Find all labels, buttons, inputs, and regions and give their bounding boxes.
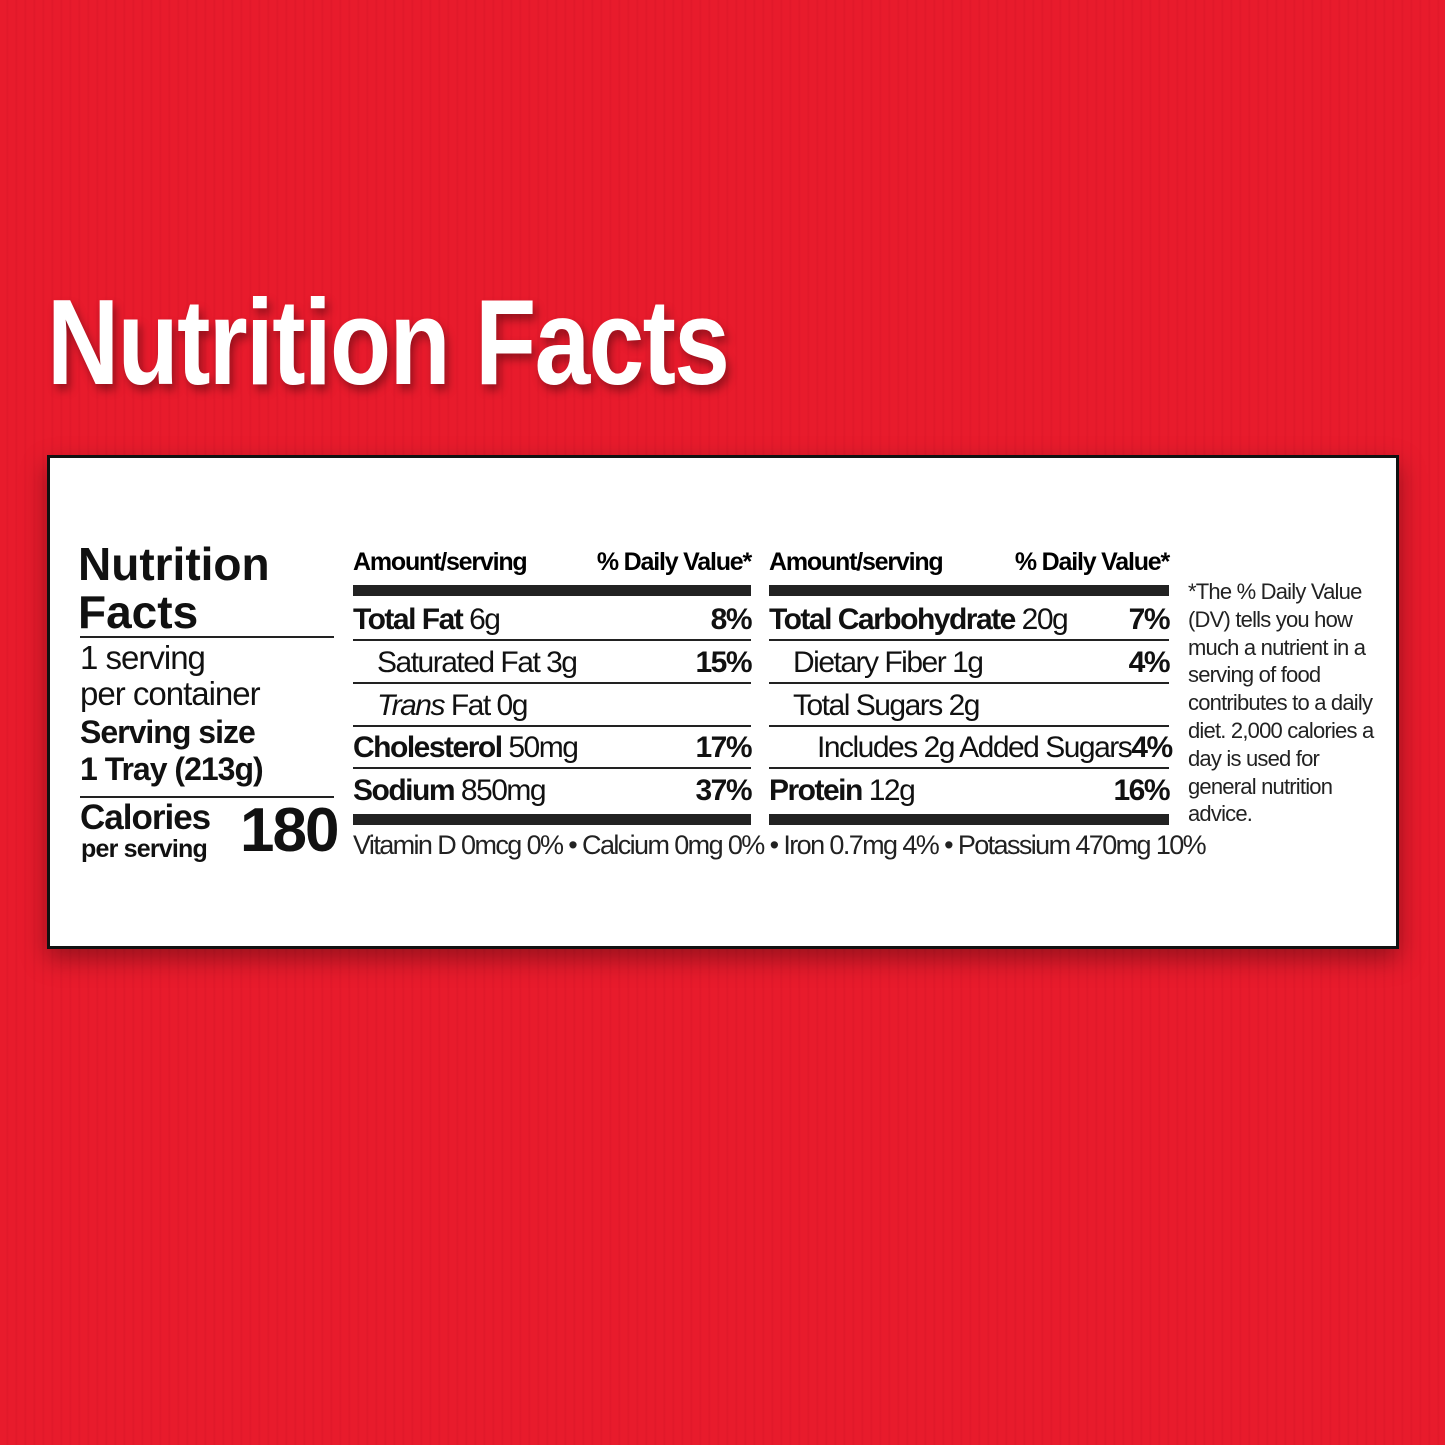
calories-value: 180 (240, 796, 339, 865)
divider (769, 639, 1169, 641)
nutrient-row: Total Fat 6g 8% (353, 599, 753, 641)
nutrient-row: Includes 2g Added Sugars 4% (769, 727, 1173, 769)
nutrient-amount: 50mg (508, 731, 579, 764)
nutrient-name-suffix: Fat (450, 689, 491, 722)
nutrient-table-left: Amount/serving % Daily Value* Total Fat … (353, 542, 753, 882)
divider (769, 767, 1169, 769)
serving-size-value: 1 Tray (213g) (80, 751, 264, 787)
nutrient-name: Total Carbohydrate (769, 603, 1016, 636)
nutrient-amount: 20g (1021, 603, 1069, 636)
nutrient-name: Cholesterol (353, 731, 503, 764)
divider (353, 639, 751, 641)
nutrient-name: Dietary Fiber (793, 646, 947, 679)
nutrient-label: Cholesterol 50mg (353, 731, 579, 765)
nutrient-name: Total Sugars (793, 689, 943, 722)
nutrient-label: Sodium 850mg (353, 774, 547, 808)
nutrient-name: Saturated Fat (377, 646, 541, 679)
calories-sub: per serving (81, 835, 208, 863)
nutrient-label: Total Carbohydrate 20g (769, 603, 1069, 637)
nutrient-name: Trans (377, 689, 445, 722)
nutrient-label: Includes 2g Added Sugars (769, 731, 1133, 765)
nutrient-row: Saturated Fat 3g 15% (353, 642, 752, 684)
calories-label: Calories (80, 798, 211, 837)
table-header: Amount/serving % Daily Value* (353, 542, 752, 582)
thick-divider (353, 585, 751, 596)
nutrient-label: Dietary Fiber 1g (769, 646, 984, 680)
divider (769, 725, 1169, 727)
micronutrients: Vitamin D 0mcg 0% • Calcium 0mg 0% • Iro… (353, 830, 1207, 860)
nutrient-name: Total Fat (353, 603, 464, 636)
nutrient-amount: 1g (952, 646, 984, 679)
nutrient-label: Saturated Fat 3g (353, 646, 578, 680)
nutrient-daily-value: 17% (695, 731, 752, 764)
divider (80, 796, 334, 798)
divider (353, 767, 751, 769)
nutrient-daily-value: 37% (695, 774, 752, 807)
nutrient-row: Sodium 850mg 37% (353, 770, 752, 812)
nutrient-amount: 2g (948, 689, 981, 722)
divider (769, 682, 1169, 684)
nutrient-amount: 3g (546, 646, 578, 679)
nutrient-amount: 6g (469, 603, 501, 636)
thick-divider (353, 814, 751, 825)
nutrient-label: Total Sugars 2g (769, 689, 981, 723)
heading-line-2: Facts (78, 586, 199, 638)
nutrient-label: Trans Fat 0g (353, 689, 529, 723)
nutrition-label: Nutrition Facts 1 serving per container … (47, 455, 1399, 949)
header-amount: Amount/serving (353, 547, 528, 576)
divider (353, 682, 751, 684)
footnote: *The % Daily Value (DV) tells you how mu… (1188, 579, 1374, 827)
nutrient-daily-value: 16% (1113, 774, 1170, 807)
nutrient-row: Total Sugars 2g (769, 685, 1169, 727)
nutrient-amount: 12g (868, 774, 916, 807)
nutrient-table-right: Amount/serving % Daily Value* Total Carb… (769, 542, 1173, 882)
thick-divider (769, 585, 1169, 596)
servings-line-1: 1 serving (80, 639, 206, 676)
nutrient-row: Protein 12g 16% (769, 770, 1170, 812)
thick-divider (769, 814, 1169, 825)
nutrient-daily-value: 7% (1128, 603, 1171, 636)
nutrient-row: Dietary Fiber 1g 4% (769, 642, 1171, 684)
header-amount: Amount/serving (769, 547, 944, 576)
header-daily-value: % Daily Value* (1014, 547, 1170, 576)
nutrient-amount: 850mg (460, 774, 547, 807)
page-title: Nutrition Facts (47, 274, 730, 410)
nutrient-name: Sodium (353, 774, 456, 807)
servings-line-2: per container (80, 675, 261, 712)
table-header: Amount/serving % Daily Value* (769, 542, 1170, 582)
nutrient-daily-value: 4% (1128, 646, 1171, 679)
serving-size: Serving size 1 Tray (213g) (80, 714, 264, 788)
nutrient-daily-value: 8% (710, 603, 753, 636)
serving-size-label: Serving size (80, 714, 256, 750)
nutrient-label: Total Fat 6g (353, 603, 501, 637)
nutrient-row: Trans Fat 0g (353, 685, 751, 727)
nutrient-label: Protein 12g (769, 774, 916, 808)
nutrient-name: Protein (769, 774, 863, 807)
nutrient-row: Total Carbohydrate 20g 7% (769, 599, 1171, 641)
heading-line-1: Nutrition (78, 538, 270, 590)
nutrient-row: Cholesterol 50mg 17% (353, 727, 752, 769)
divider (80, 636, 334, 638)
divider (353, 725, 751, 727)
nutrient-amount: 0g (496, 689, 529, 722)
header-daily-value: % Daily Value* (596, 547, 752, 576)
nutrient-daily-value: 15% (695, 646, 752, 679)
servings-per-container: 1 serving per container (80, 639, 261, 712)
nutrient-daily-value: 4% (1131, 731, 1173, 764)
label-heading: Nutrition Facts (78, 540, 270, 636)
nutrient-name: Includes 2g Added Sugars (817, 731, 1133, 764)
